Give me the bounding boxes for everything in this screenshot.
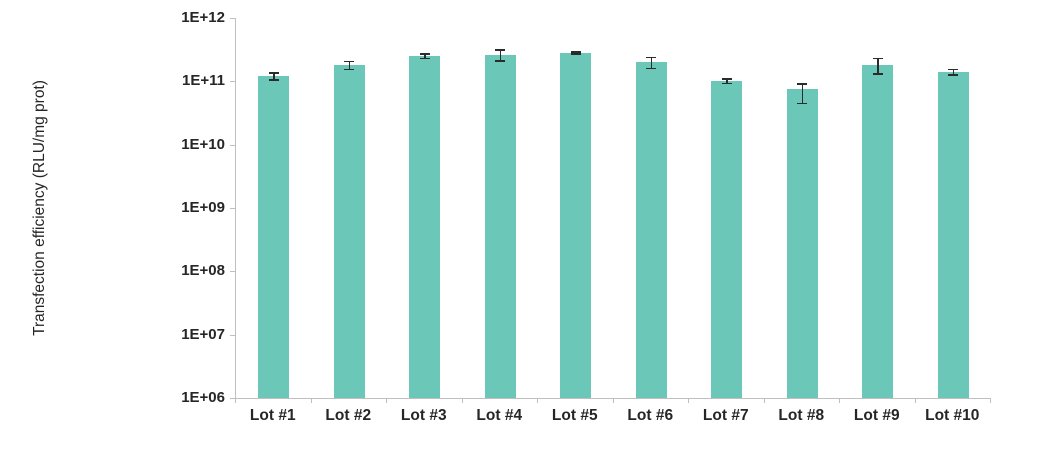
error-bar-cap-top [872,57,883,60]
x-tick-mark [839,399,840,403]
bar [560,53,592,398]
error-bar-cap-top [797,83,808,85]
y-tick-label: 1E+07 [181,325,225,343]
x-category-label: Lot #4 [476,407,523,424]
bar [635,62,667,398]
x-tick-mark [310,399,312,403]
error-bar-cap-top [646,56,657,58]
error-bar-line [348,61,350,70]
bar [786,89,818,398]
y-tick-label: 1E+12 [181,9,225,26]
x-tick-mark [461,399,463,403]
y-tick-mark [230,81,235,83]
error-bar-cap-bottom [948,74,959,76]
x-category-label: Lot #6 [627,407,674,424]
y-tick-mark [230,144,235,146]
error-bar-line [801,84,803,104]
x-category-label: Lot #8 [778,407,825,424]
y-tick-mark [230,18,235,19]
x-category-label: Lot #5 [551,407,598,424]
x-tick-mark [990,399,991,403]
x-category-label: Lot #1 [249,407,296,424]
x-tick-mark [386,399,387,403]
bar [937,72,969,398]
error-bar-cap-bottom [495,60,506,62]
bar [862,65,894,398]
error-bar-cap-top [419,53,430,55]
bar [409,56,441,398]
error-bar-line [424,54,426,59]
error-bar-cap-top [495,49,506,51]
x-tick-mark [612,399,614,403]
error-bar-cap-bottom [872,73,883,75]
y-tick-mark [230,334,235,336]
x-tick-mark [914,399,916,403]
y-tick-mark [230,398,235,399]
error-bar-cap-bottom [344,68,355,71]
x-category-label: Lot #7 [702,407,749,424]
error-bar-line [273,73,275,80]
bar [484,55,516,398]
y-tick-label: 1E+10 [181,135,225,153]
bar [258,76,290,398]
error-bar-cap-top [721,78,732,80]
error-bar-cap-top [268,72,279,74]
error-bar-cap-bottom [419,57,430,60]
y-tick-mark [230,271,235,273]
y-tick-label: 1E+06 [181,389,225,406]
x-category-label: Lot #10 [925,407,980,424]
error-bar-cap-bottom [797,102,808,105]
error-bar-line [575,52,577,54]
error-bar-cap-bottom [570,53,581,55]
error-bar-cap-bottom [268,79,279,81]
x-category-label: Lot #2 [325,407,372,424]
y-tick-label: 1E+09 [181,199,225,216]
y-tick-label: 1E+11 [182,72,225,90]
bar [333,65,365,398]
error-bar-line [877,58,879,75]
error-bar-line [499,50,501,61]
error-bar-line [726,79,728,84]
x-category-label: Lot #3 [400,407,447,424]
error-bar-cap-top [344,60,355,63]
y-tick-label: 1E+08 [181,262,225,280]
x-tick-mark [688,399,689,403]
plot-area [235,18,991,399]
error-bar-line [952,69,954,76]
y-tick-mark [230,208,235,209]
error-bar-cap-bottom [646,67,657,70]
error-bar-cap-top [570,51,581,53]
x-tick-mark [235,399,236,403]
x-category-label: Lot #9 [853,407,900,424]
error-bar-line [650,57,652,69]
y-axis-title: Transfection efficiency (RLU/mg prot) [31,80,48,336]
error-bar-cap-top [948,68,959,71]
error-bar-cap-bottom [721,82,732,85]
bar [711,81,743,398]
x-tick-mark [763,399,765,403]
x-tick-mark [537,399,538,403]
